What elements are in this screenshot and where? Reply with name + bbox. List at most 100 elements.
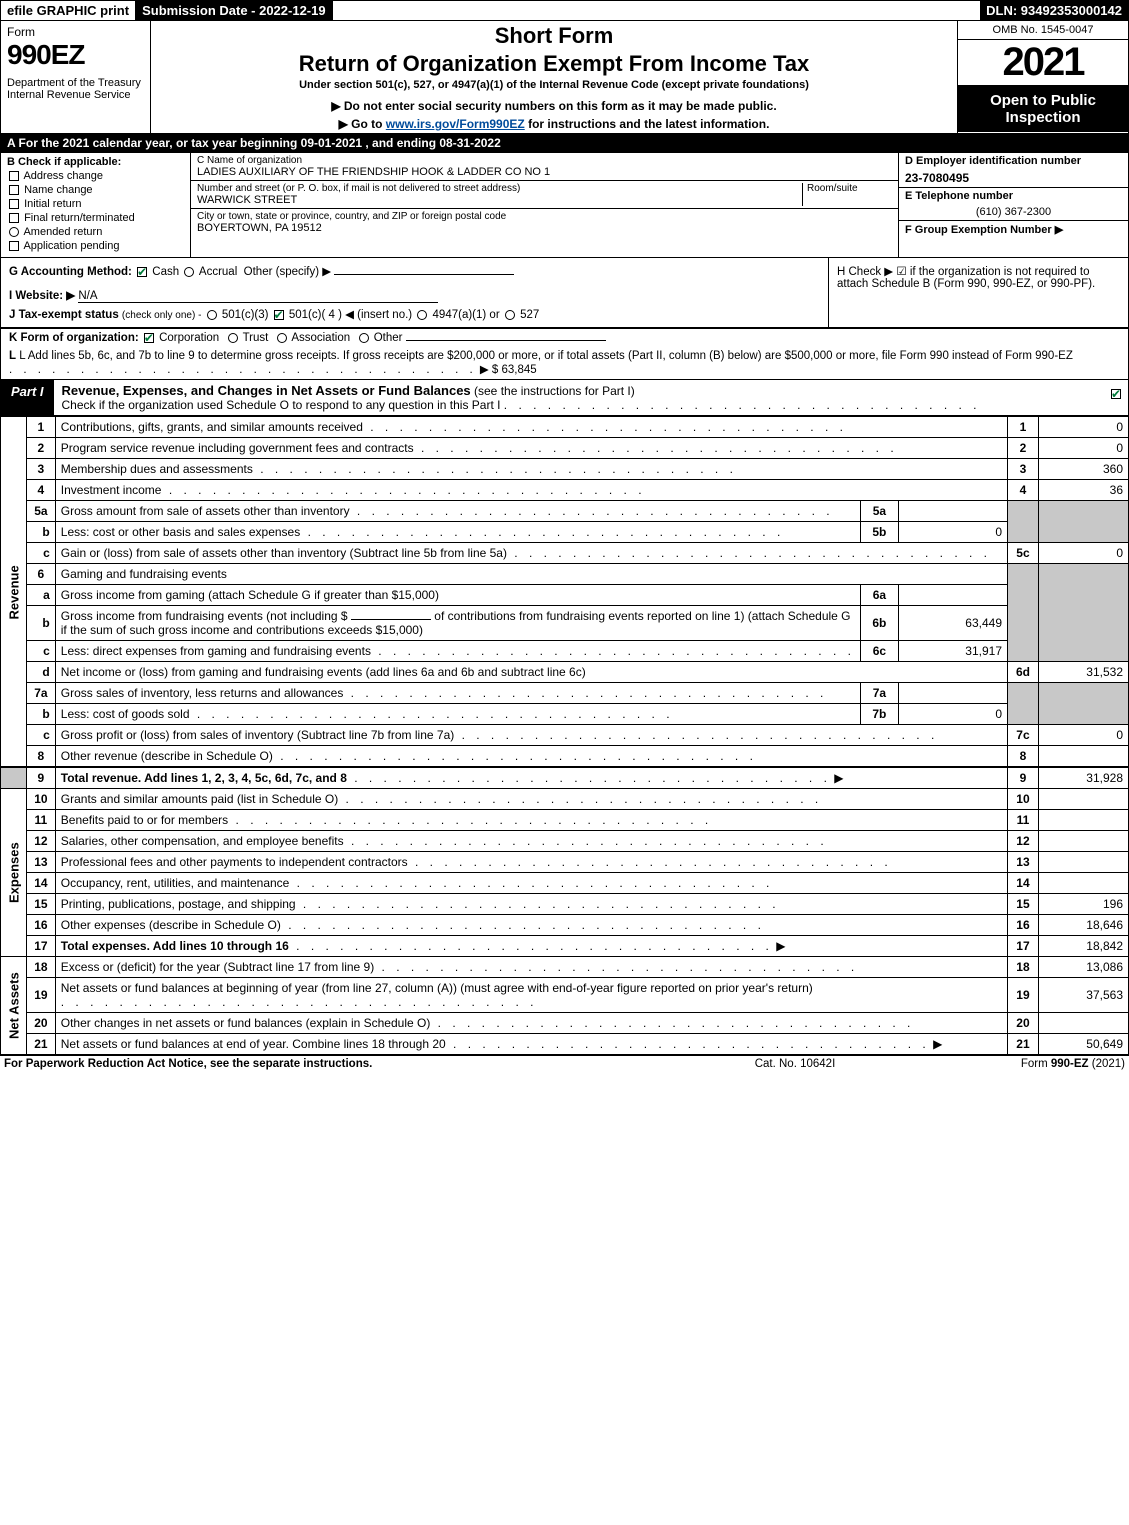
row-15: 15 Printing, publications, postage, and … <box>1 894 1129 915</box>
rn-1: 1 <box>1008 417 1039 438</box>
rn-12: 12 <box>1008 831 1039 852</box>
t-5a: Gross amount from sale of assets other t… <box>61 504 350 518</box>
v-18: 13,086 <box>1038 957 1128 978</box>
t-6b-1: Gross income from fundraising events (no… <box>61 609 348 623</box>
chk-amended-return[interactable]: Amended return <box>7 226 184 238</box>
side-netassets: Net Assets <box>1 957 27 1055</box>
t-7b: Less: cost of goods sold <box>61 707 190 721</box>
j-501c: 501(c)( 4 ) ◀ (insert no.) <box>289 309 412 321</box>
short-form-title: Short Form <box>159 23 949 49</box>
row-10: Expenses 10 Grants and similar amounts p… <box>1 789 1129 810</box>
chk-accrual[interactable] <box>184 267 194 277</box>
chk-association[interactable] <box>277 333 287 343</box>
chk-cash[interactable] <box>137 267 147 277</box>
footer-left: For Paperwork Reduction Act Notice, see … <box>4 1058 665 1070</box>
chk-address-change[interactable]: Address change <box>7 170 184 182</box>
chk-final-return[interactable]: Final return/terminated <box>7 212 184 224</box>
gray-5 <box>1008 501 1039 543</box>
ghij-left: G Accounting Method: Cash Accrual Other … <box>1 258 828 327</box>
ln-9: 9 <box>27 767 56 789</box>
rn-16: 16 <box>1008 915 1039 936</box>
grayv-5 <box>1038 501 1128 543</box>
t-11: Benefits paid to or for members <box>61 813 228 827</box>
j-sub: (check only one) - <box>122 310 201 321</box>
goto-link[interactable]: www.irs.gov/Form990EZ <box>386 117 525 131</box>
h-text: H Check ▶ ☑ if the organization is not r… <box>837 266 1095 290</box>
t-12: Salaries, other compensation, and employ… <box>61 834 344 848</box>
chk-application-pending[interactable]: Application pending <box>7 240 184 252</box>
chk-name-change[interactable]: Name change <box>7 184 184 196</box>
ln-1: 1 <box>27 417 56 438</box>
row-5a: 5a Gross amount from sale of assets othe… <box>1 501 1129 522</box>
d-label: D Employer identification number <box>899 153 1128 169</box>
m-6b: 6b <box>860 606 898 641</box>
m-6c: 6c <box>860 641 898 662</box>
row-7b: b Less: cost of goods sold 7b 0 <box>1 704 1129 725</box>
rn-20: 20 <box>1008 1013 1039 1034</box>
row-6d: d Net income or (loss) from gaming and f… <box>1 662 1129 683</box>
chk-other[interactable] <box>359 333 369 343</box>
ln-8: 8 <box>27 746 56 768</box>
ln-5b: b <box>27 522 56 543</box>
mv-6a <box>898 585 1007 606</box>
form-word: Form <box>7 25 144 39</box>
rn-6d: 6d <box>1008 662 1039 683</box>
grayv-6 <box>1038 564 1128 662</box>
row-17: 17 Total expenses. Add lines 10 through … <box>1 936 1129 957</box>
part1-header: Part I Revenue, Expenses, and Changes in… <box>0 380 1129 416</box>
chk-501c[interactable] <box>274 310 284 320</box>
side-expenses: Expenses <box>1 789 27 957</box>
ln-11: 11 <box>27 810 56 831</box>
dln: DLN: 93492353000142 <box>980 1 1128 20</box>
row-11: 11 Benefits paid to or for members 11 <box>1 810 1129 831</box>
chk-trust[interactable] <box>228 333 238 343</box>
part1-checkbox[interactable] <box>1104 380 1128 415</box>
mv-5a <box>898 501 1007 522</box>
c-name-label: C Name of organization <box>197 155 892 166</box>
t-7a: Gross sales of inventory, less returns a… <box>61 686 344 700</box>
rn-10: 10 <box>1008 789 1039 810</box>
ln-6a: a <box>27 585 56 606</box>
col-c: C Name of organization LADIES AUXILIARY … <box>191 153 898 257</box>
ln-3: 3 <box>27 459 56 480</box>
ein-value: 23-7080495 <box>899 169 1128 187</box>
t-6: Gaming and fundraising events <box>55 564 1007 585</box>
chk-527[interactable] <box>505 310 515 320</box>
ln-20: 20 <box>27 1013 56 1034</box>
row-20: 20 Other changes in net assets or fund b… <box>1 1013 1129 1034</box>
row-16: 16 Other expenses (describe in Schedule … <box>1 915 1129 936</box>
ln-5a: 5a <box>27 501 56 522</box>
row-5c: c Gain or (loss) from sale of assets oth… <box>1 543 1129 564</box>
rn-9: 9 <box>1008 767 1039 789</box>
chk-initial-return[interactable]: Initial return <box>7 198 184 210</box>
row-g: G Accounting Method: Cash Accrual Other … <box>9 264 820 278</box>
goto-post: for instructions and the latest informat… <box>525 117 770 131</box>
ln-2: 2 <box>27 438 56 459</box>
ln-16: 16 <box>27 915 56 936</box>
rn-17: 17 <box>1008 936 1039 957</box>
page-footer: For Paperwork Reduction Act Notice, see … <box>0 1055 1129 1072</box>
row-12: 12 Salaries, other compensation, and emp… <box>1 831 1129 852</box>
chk-corporation[interactable] <box>144 333 154 343</box>
mv-6b: 63,449 <box>898 606 1007 641</box>
t-13: Professional fees and other payments to … <box>61 855 408 869</box>
t-6c: Less: direct expenses from gaming and fu… <box>61 644 371 658</box>
j-label: J Tax-exempt status <box>9 309 119 321</box>
t-5c: Gain or (loss) from sale of assets other… <box>61 546 507 560</box>
room-suite-label: Room/suite <box>802 183 892 206</box>
j-527: 527 <box>520 309 539 321</box>
k-corp: Corporation <box>159 332 219 344</box>
row-13: 13 Professional fees and other payments … <box>1 852 1129 873</box>
l-text: L Add lines 5b, 6c, and 7b to line 9 to … <box>19 350 1073 362</box>
t-10: Grants and similar amounts paid (list in… <box>61 792 338 806</box>
chk-4947[interactable] <box>417 310 427 320</box>
part1-tag: Part I <box>1 380 54 415</box>
mv-7a <box>898 683 1007 704</box>
v-13 <box>1038 852 1128 873</box>
lines-table: Revenue 1 Contributions, gifts, grants, … <box>0 416 1129 1055</box>
rn-8: 8 <box>1008 746 1039 768</box>
ln-12: 12 <box>27 831 56 852</box>
chk-501c3[interactable] <box>207 310 217 320</box>
ln-4: 4 <box>27 480 56 501</box>
efile-print[interactable]: efile GRAPHIC print <box>1 1 136 20</box>
